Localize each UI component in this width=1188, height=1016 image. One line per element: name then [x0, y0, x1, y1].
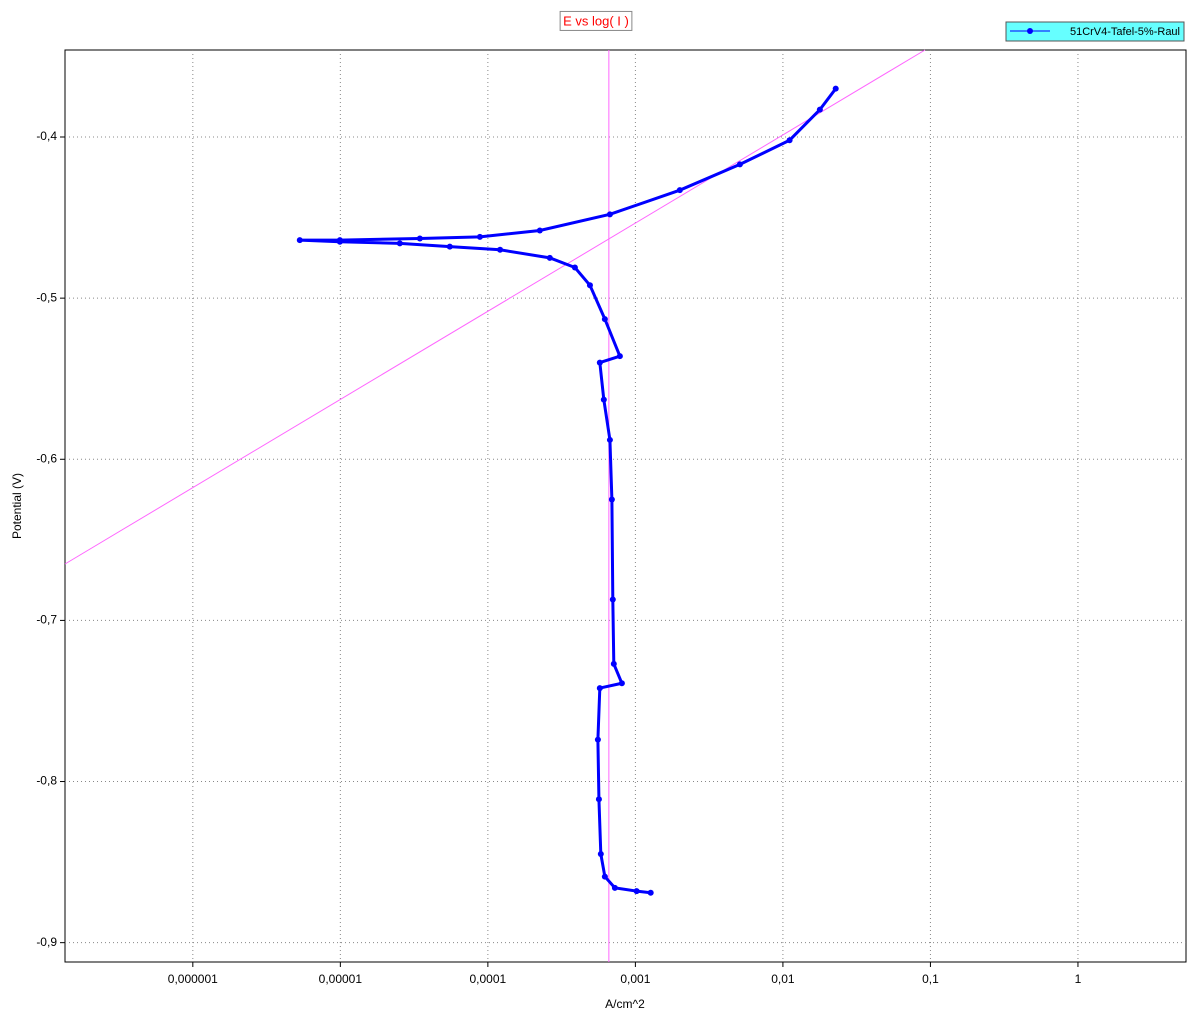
- series-line: [299, 87, 837, 895]
- legend-label: 51CrV4-Tafel-5%-Raul: [1070, 26, 1180, 38]
- data-point: [676, 187, 683, 194]
- data-point: [601, 873, 608, 880]
- data-point: [595, 796, 602, 803]
- x-tick-label: 0,01: [771, 972, 795, 986]
- data-point: [594, 736, 601, 743]
- data-point: [606, 436, 613, 443]
- y-tick-label: -0,7: [36, 613, 57, 627]
- x-tick-label: 0,00001: [319, 972, 363, 986]
- y-tick-label: -0,6: [36, 451, 57, 465]
- data-point: [596, 685, 603, 692]
- data-point: [832, 85, 839, 92]
- data-point: [601, 316, 608, 323]
- data-point: [476, 233, 483, 240]
- data-point: [396, 240, 403, 247]
- data-point: [586, 282, 593, 289]
- x-tick-label: 0,1: [922, 972, 939, 986]
- data-point: [497, 246, 504, 253]
- legend-marker: [1027, 28, 1033, 34]
- data-point: [610, 660, 617, 667]
- data-point: [608, 496, 615, 503]
- data-point: [571, 264, 578, 271]
- legend: 51CrV4-Tafel-5%-Raul: [1005, 21, 1185, 42]
- y-tick-label: -0,4: [36, 129, 57, 143]
- data-point: [618, 680, 625, 687]
- legend-box: [1005, 21, 1185, 42]
- data-point: [647, 889, 654, 896]
- data-point: [600, 396, 607, 403]
- chart-title: E vs log( I ): [563, 13, 629, 28]
- data-point: [446, 243, 453, 250]
- data-point: [616, 353, 623, 360]
- x-tick-label: 0,001: [620, 972, 650, 986]
- data-point: [296, 237, 303, 244]
- data-point: [606, 211, 613, 218]
- data-point: [786, 137, 793, 144]
- data-point: [816, 106, 823, 113]
- data-point: [596, 359, 603, 366]
- x-axis-label: A/cm^2: [605, 997, 645, 1011]
- data-point: [633, 888, 640, 895]
- y-tick-label: -0,9: [36, 935, 57, 949]
- data-point: [609, 596, 616, 603]
- x-tick-label: 0,000001: [168, 972, 218, 986]
- y-tick-label: -0,5: [36, 290, 57, 304]
- data-point: [416, 235, 423, 242]
- data-point: [597, 851, 604, 858]
- data-point: [546, 254, 553, 261]
- data-point: [536, 227, 543, 234]
- data-point: [736, 161, 743, 168]
- x-tick-label: 1: [1075, 972, 1082, 986]
- y-axis-label: Potential (V): [10, 473, 24, 539]
- fit-line: [64, 49, 926, 565]
- data-point: [611, 884, 618, 891]
- data-point: [336, 237, 343, 244]
- x-tick-label: 0,0001: [470, 972, 507, 986]
- title-box: [559, 10, 633, 31]
- plot-frame: [64, 49, 1187, 963]
- y-tick-label: -0,8: [36, 774, 57, 788]
